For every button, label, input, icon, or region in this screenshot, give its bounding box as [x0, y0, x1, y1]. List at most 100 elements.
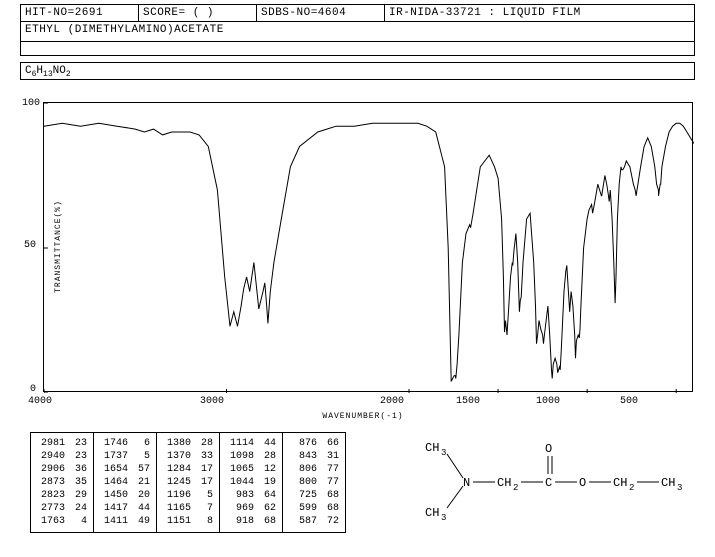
peak-transmittance: 5	[132, 450, 154, 463]
peak-wavenumber: 1411	[96, 515, 132, 528]
peak-row: 84331	[285, 450, 343, 463]
peak-wavenumber: 1450	[96, 489, 132, 502]
peak-wavenumber: 2940	[33, 450, 69, 463]
peak-wavenumber: 918	[222, 515, 258, 528]
peak-wavenumber: 876	[285, 437, 321, 450]
struct-ch3-bot: CH	[425, 506, 439, 520]
peak-transmittance: 44	[258, 437, 280, 450]
peak-transmittance: 77	[321, 463, 343, 476]
peak-wavenumber: 1245	[159, 476, 195, 489]
peak-row: 58772	[285, 515, 343, 528]
score-cell: SCORE= ( )	[139, 5, 257, 21]
struct-o-sgl: O	[579, 476, 586, 490]
peak-column: 1746617375165457146421145020141744141149	[94, 433, 157, 532]
ytick-100: 100	[22, 98, 40, 109]
peak-row: 80677	[285, 463, 343, 476]
peak-wavenumber: 1737	[96, 450, 132, 463]
structure-svg: CH3 CH3 N CH2 C O O CH2 CH	[425, 436, 705, 531]
svg-text:3: 3	[441, 448, 446, 458]
ytick-0: 0	[30, 384, 36, 395]
peak-column: 2981232940232906362873352823292773241763…	[31, 433, 94, 532]
peak-wavenumber: 2773	[33, 502, 69, 515]
peak-wavenumber: 806	[285, 463, 321, 476]
peak-transmittance: 57	[132, 463, 154, 476]
struct-ch3-end: CH	[661, 476, 675, 490]
xtick-2000: 2000	[380, 396, 404, 407]
peak-row: 59968	[285, 502, 343, 515]
peak-transmittance: 44	[132, 502, 154, 515]
peak-wavenumber: 1098	[222, 450, 258, 463]
chemical-structure: CH3 CH3 N CH2 C O O CH2 CH	[425, 436, 705, 531]
peak-row: 277324	[33, 502, 91, 515]
peak-transmittance: 24	[69, 502, 91, 515]
peak-transmittance: 35	[69, 476, 91, 489]
peak-wavenumber: 1746	[96, 437, 132, 450]
peak-transmittance: 28	[258, 450, 280, 463]
peak-transmittance: 21	[132, 476, 154, 489]
x-axis-label: WAVENUMBER(-1)	[322, 412, 403, 421]
peak-wavenumber: 1370	[159, 450, 195, 463]
peak-wavenumber: 587	[285, 515, 321, 528]
peak-transmittance: 7	[195, 502, 217, 515]
peak-row: 111444	[222, 437, 280, 450]
peak-wavenumber: 2823	[33, 489, 69, 502]
svg-text:2: 2	[513, 483, 518, 493]
peak-wavenumber: 1464	[96, 476, 132, 489]
peak-row: 104419	[222, 476, 280, 489]
peak-transmittance: 62	[258, 502, 280, 515]
ir-spectrum-chart: TRANSMITTANCE(%) 100 50 0 4000 3000 2000…	[28, 92, 698, 417]
peak-wavenumber: 725	[285, 489, 321, 502]
peak-row: 109828	[222, 450, 280, 463]
peak-row: 17634	[33, 515, 91, 528]
compound-name: ETHYL (DIMETHYLAMINO)ACETATE	[20, 22, 695, 42]
peak-row: 282329	[33, 489, 91, 502]
peak-row: 146421	[96, 476, 154, 489]
peak-wavenumber: 2873	[33, 476, 69, 489]
hit-no-cell: HIT-NO=2691	[21, 5, 139, 21]
peak-row: 287335	[33, 476, 91, 489]
peak-column: 138028137033128417124517119651165711518	[157, 433, 220, 532]
peak-row: 124517	[159, 476, 217, 489]
peak-wavenumber: 1284	[159, 463, 195, 476]
peak-wavenumber: 1417	[96, 502, 132, 515]
xtick-1500: 1500	[456, 396, 480, 407]
peak-column: 111444109828106512104419983649696291868	[220, 433, 283, 532]
peak-transmittance: 77	[321, 476, 343, 489]
peak-row: 87666	[285, 437, 343, 450]
peak-transmittance: 36	[69, 463, 91, 476]
formula-no: NO	[53, 65, 66, 77]
peak-transmittance: 19	[258, 476, 280, 489]
peak-transmittance: 8	[195, 515, 217, 528]
peak-column: 87666843318067780077725685996858772	[283, 433, 345, 532]
peak-wavenumber: 1380	[159, 437, 195, 450]
peak-wavenumber: 2906	[33, 463, 69, 476]
peak-transmittance: 28	[195, 437, 217, 450]
peak-row: 141149	[96, 515, 154, 528]
peak-row: 165457	[96, 463, 154, 476]
header-row: HIT-NO=2691 SCORE= ( ) SDBS-NO=4604 IR-N…	[20, 4, 695, 22]
peak-transmittance: 64	[258, 489, 280, 502]
peak-row: 17375	[96, 450, 154, 463]
peak-wavenumber: 800	[285, 476, 321, 489]
chart-plot-area	[43, 102, 693, 392]
ytick-50: 50	[24, 240, 36, 251]
peak-wavenumber: 1065	[222, 463, 258, 476]
struct-o-dbl: O	[545, 442, 552, 456]
peak-row: 137033	[159, 450, 217, 463]
peak-row: 17466	[96, 437, 154, 450]
formula-row: C6H13NO2	[20, 62, 695, 80]
xtick-1000: 1000	[536, 396, 560, 407]
peak-wavenumber: 1196	[159, 489, 195, 502]
peak-wavenumber: 1763	[33, 515, 69, 528]
peak-row: 80077	[285, 476, 343, 489]
peak-transmittance: 17	[195, 463, 217, 476]
peak-transmittance: 4	[69, 515, 91, 528]
sdbs-no-cell: SDBS-NO=4604	[257, 5, 385, 21]
peak-transmittance: 12	[258, 463, 280, 476]
peak-row: 141744	[96, 502, 154, 515]
spectrum-line	[44, 103, 694, 393]
peak-wavenumber: 1654	[96, 463, 132, 476]
peak-row: 290636	[33, 463, 91, 476]
peak-transmittance: 17	[195, 476, 217, 489]
method-cell: IR-NIDA-33721 : LIQUID FILM	[385, 5, 694, 21]
